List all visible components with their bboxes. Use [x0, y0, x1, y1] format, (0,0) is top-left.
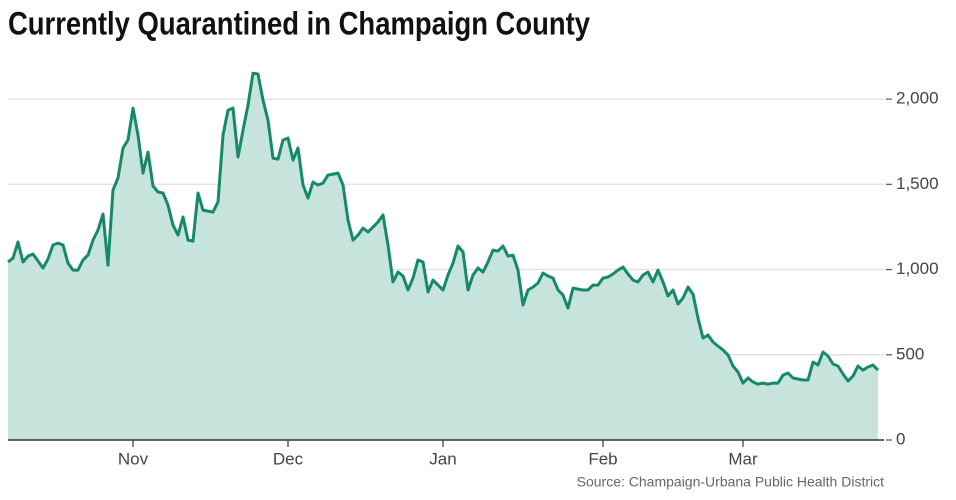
chart-title: Currently Quarantined in Champaign Count… [8, 5, 590, 41]
y-tick-label: 2,000 [896, 89, 939, 108]
x-tick-label: Nov [118, 449, 149, 468]
y-tick-label: 1,000 [896, 259, 939, 278]
line [7, 71, 880, 386]
x-tick-label: Jan [429, 449, 456, 468]
y-tick-label: 1,500 [896, 174, 939, 193]
area [8, 73, 878, 440]
y-tick-label: 500 [896, 344, 924, 363]
x-tick-label: Mar [728, 449, 758, 468]
source-note: Source: Champaign-Urbana Public Health D… [577, 474, 884, 490]
x-tick-label: Feb [588, 449, 617, 468]
y-tick-label: 0 [896, 429, 905, 448]
x-tick-label: Dec [273, 449, 304, 468]
